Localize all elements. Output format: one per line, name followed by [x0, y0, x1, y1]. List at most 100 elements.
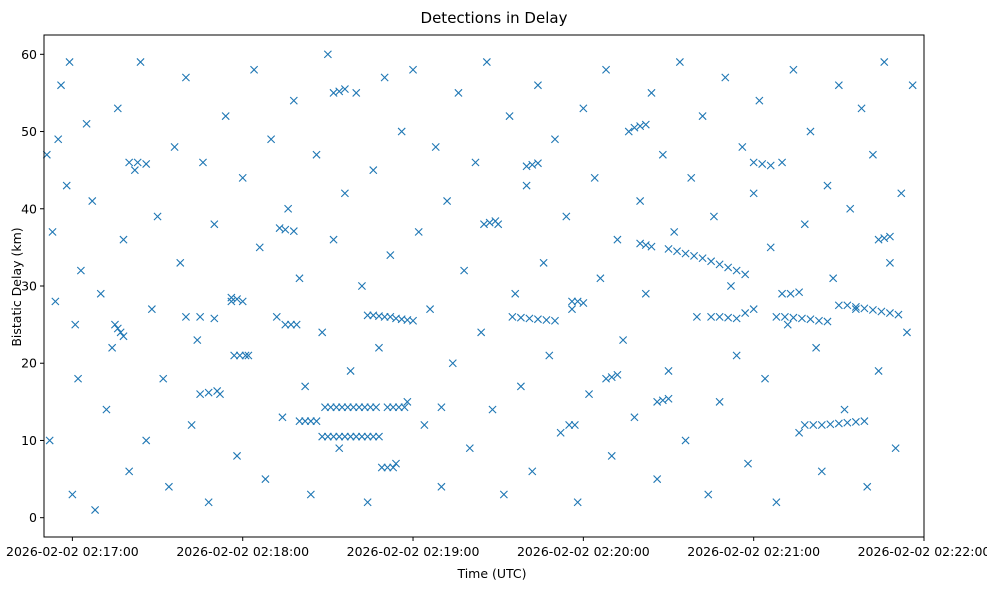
- data-point: [480, 220, 488, 229]
- data-point: [91, 505, 100, 514]
- data-point: [363, 432, 372, 441]
- data-point: [868, 305, 877, 314]
- data-point: [690, 251, 699, 260]
- data-point: [108, 343, 117, 352]
- data-point: [664, 244, 673, 253]
- data-point: [338, 403, 347, 412]
- data-point: [528, 160, 537, 169]
- data-point: [289, 227, 298, 236]
- data-point: [817, 421, 826, 430]
- data-point: [505, 112, 514, 121]
- data-point: [508, 312, 517, 321]
- x-axis-label: Time (UTC): [456, 566, 526, 581]
- data-point: [550, 316, 559, 325]
- data-point: [181, 73, 190, 82]
- data-point: [528, 467, 537, 476]
- data-point: [658, 396, 667, 405]
- data-point: [761, 374, 770, 383]
- x-axis-ticks: 2026-02-02 02:17:00 2026-02-02 02:18:00 20…: [6, 537, 987, 559]
- data-point: [491, 217, 500, 226]
- data-point: [281, 225, 290, 234]
- data-point: [88, 197, 97, 206]
- data-point: [874, 235, 883, 244]
- data-point: [227, 293, 236, 302]
- data-point: [488, 405, 497, 414]
- data-point: [164, 482, 173, 491]
- data-point: [62, 181, 71, 190]
- data-point: [409, 65, 418, 74]
- data-point: [306, 490, 315, 499]
- data-point: [400, 403, 409, 412]
- data-point: [343, 403, 352, 412]
- data-point: [511, 289, 520, 298]
- data-point: [681, 249, 690, 258]
- data-point: [153, 212, 162, 221]
- data-point: [281, 320, 290, 329]
- data-point: [238, 297, 247, 306]
- data-point: [357, 432, 366, 441]
- data-point: [806, 127, 815, 136]
- data-point: [235, 351, 244, 360]
- data-point: [741, 270, 750, 279]
- data-point: [653, 397, 662, 406]
- data-point: [133, 158, 142, 167]
- data-point: [196, 312, 205, 321]
- data-point: [241, 351, 250, 360]
- data-points: [42, 50, 917, 514]
- data-point: [465, 444, 474, 453]
- data-point: [817, 467, 826, 476]
- data-point: [724, 263, 733, 272]
- data-point: [113, 104, 122, 113]
- data-point: [533, 315, 542, 324]
- data-point: [329, 432, 338, 441]
- data-point: [292, 320, 301, 329]
- y-axis-label: Bistatic Delay (km): [9, 227, 24, 346]
- data-point: [681, 436, 690, 445]
- data-point: [437, 482, 446, 491]
- data-point: [641, 289, 650, 298]
- data-point: [74, 374, 83, 383]
- data-point: [295, 417, 304, 426]
- data-point: [460, 266, 469, 275]
- data-point: [863, 482, 872, 491]
- data-point: [522, 162, 531, 171]
- y-tick-label: 20: [21, 356, 37, 371]
- data-point: [142, 436, 151, 445]
- data-point: [778, 158, 787, 167]
- data-point: [329, 235, 338, 244]
- data-point: [721, 73, 730, 82]
- data-point: [630, 413, 639, 422]
- data-point: [355, 403, 364, 412]
- data-point: [766, 243, 775, 252]
- data-point: [780, 312, 789, 321]
- data-point: [783, 320, 792, 329]
- data-point: [542, 315, 551, 324]
- data-point: [698, 112, 707, 121]
- y-axis-ticks: 0 10 20 30 40 50 60: [21, 47, 44, 525]
- data-point: [590, 173, 599, 182]
- data-point: [516, 382, 525, 391]
- data-point: [485, 218, 494, 227]
- data-point: [477, 328, 486, 337]
- data-point: [707, 257, 716, 266]
- data-point: [383, 463, 392, 472]
- data-point: [499, 490, 508, 499]
- data-point: [786, 289, 795, 298]
- data-point: [204, 498, 213, 507]
- data-point: [624, 127, 633, 136]
- data-point: [386, 312, 395, 321]
- data-point: [159, 374, 168, 383]
- data-point: [321, 403, 330, 412]
- data-point: [335, 444, 344, 453]
- data-point: [826, 420, 835, 429]
- x-tick-label: 2026-02-02 02:19:00: [347, 544, 480, 559]
- data-point: [860, 304, 869, 313]
- y-tick-label: 50: [21, 124, 37, 139]
- data-point: [51, 297, 60, 306]
- data-point: [732, 351, 741, 360]
- data-point: [602, 65, 611, 74]
- data-point: [800, 220, 809, 229]
- data-point: [318, 432, 327, 441]
- data-point: [772, 312, 781, 321]
